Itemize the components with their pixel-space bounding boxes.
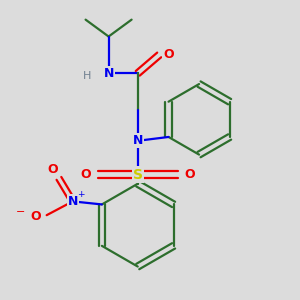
Text: N: N <box>68 195 78 208</box>
Text: S: S <box>133 167 143 182</box>
Text: O: O <box>31 210 41 223</box>
Text: +: + <box>78 190 85 199</box>
Text: N: N <box>133 134 143 147</box>
Text: −: − <box>16 207 25 217</box>
Text: O: O <box>80 168 91 181</box>
Text: O: O <box>163 48 174 62</box>
Text: H: H <box>83 71 91 81</box>
Text: O: O <box>47 163 58 176</box>
Text: O: O <box>184 168 195 181</box>
Text: N: N <box>103 67 114 80</box>
